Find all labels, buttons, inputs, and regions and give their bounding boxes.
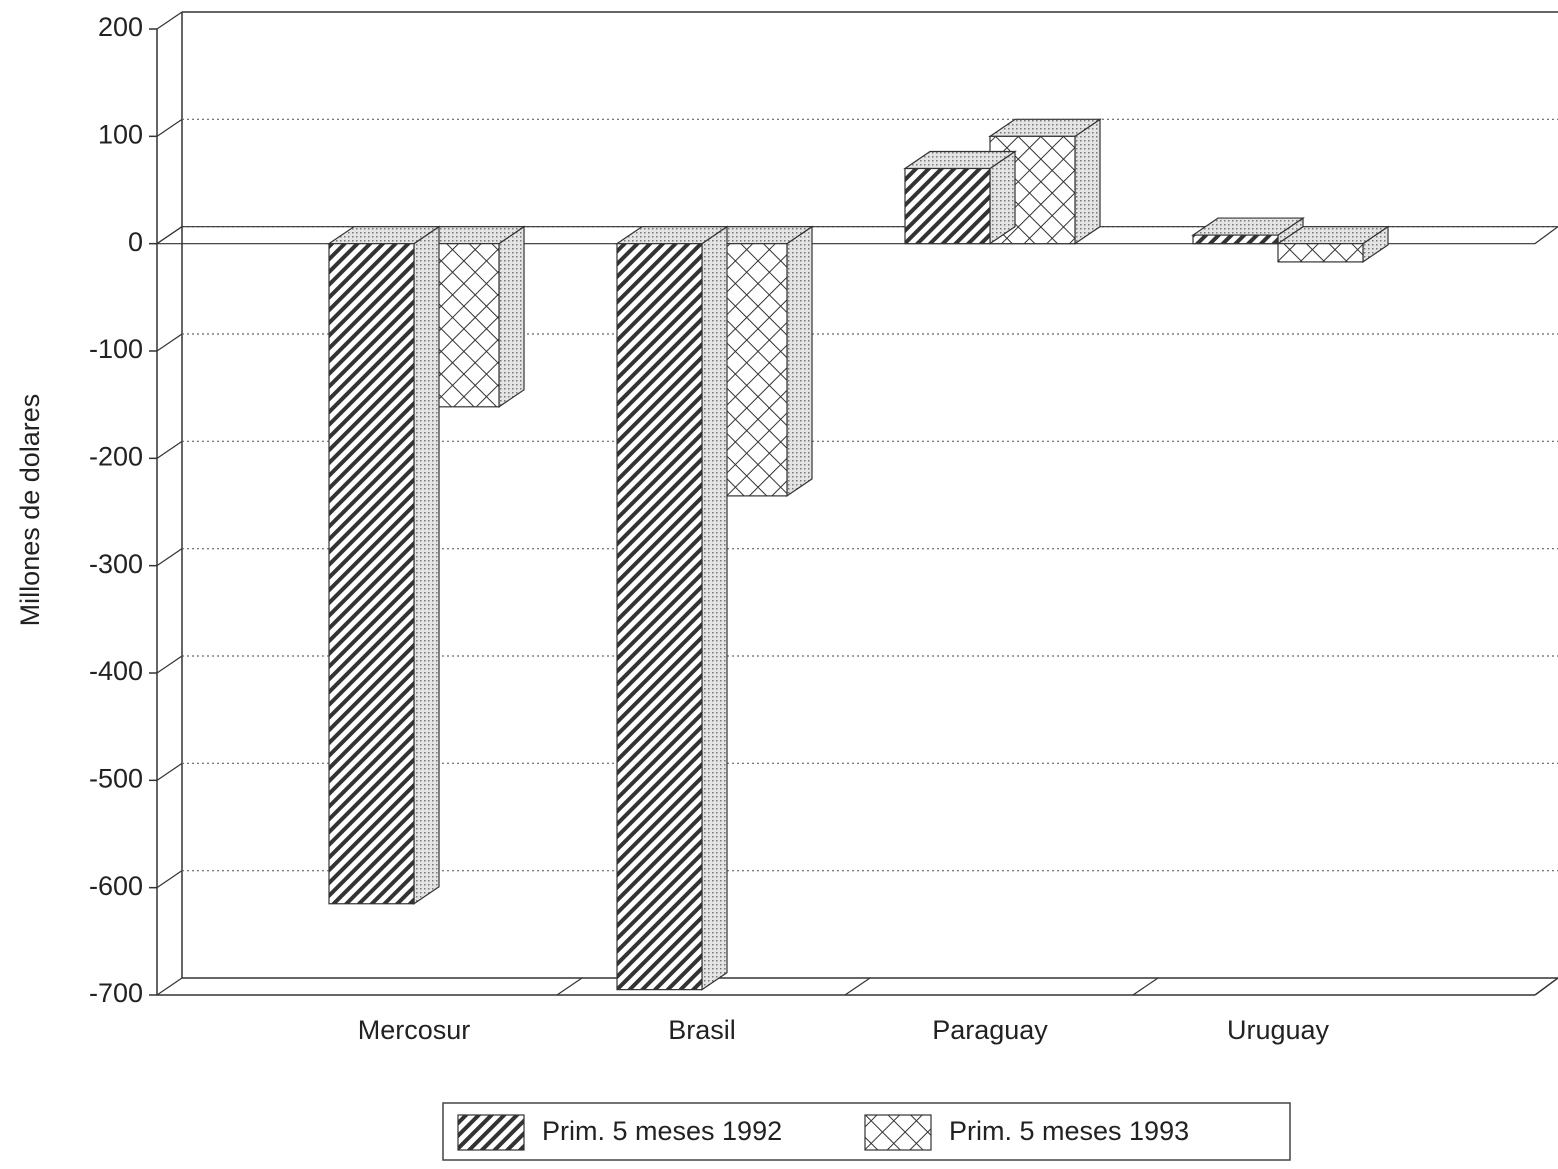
bar-side — [786, 225, 813, 498]
bar — [616, 243, 703, 991]
bar — [1192, 234, 1279, 245]
legend-swatch — [457, 1114, 525, 1151]
y-tick-label: -600 — [89, 871, 143, 901]
category-divider — [1132, 977, 1159, 996]
x-tick-label: Mercosur — [358, 1015, 471, 1045]
bar — [1277, 243, 1364, 263]
category-divider — [844, 977, 871, 996]
y-tick-label: 200 — [98, 12, 143, 42]
bar-side — [498, 225, 525, 408]
y-tick-label: -100 — [89, 334, 143, 364]
bar — [328, 243, 415, 905]
tick-diag — [156, 655, 183, 674]
tick-diag — [156, 548, 183, 567]
y-tick-label: -700 — [89, 978, 143, 1008]
legend-swatch — [864, 1114, 932, 1151]
y-tick-label: 100 — [98, 119, 143, 149]
floor-right — [1534, 977, 1558, 996]
bar-side — [413, 225, 440, 905]
tick-diag — [156, 11, 183, 30]
tick-diag — [156, 762, 183, 781]
tick-diag — [156, 977, 183, 996]
bar-side — [701, 225, 728, 991]
tick-diag — [156, 333, 183, 352]
y-tick-label: -200 — [89, 441, 143, 471]
x-tick-label: Uruguay — [1227, 1015, 1330, 1045]
y-tick-label: -500 — [89, 763, 143, 793]
bar-side — [1074, 118, 1101, 245]
x-tick-label: Brasil — [668, 1015, 736, 1045]
legend-label: Prim. 5 meses 1992 — [542, 1116, 782, 1146]
tick-diag — [156, 118, 183, 137]
y-axis-label: Millones de dolares — [15, 394, 45, 627]
x-tick-label: Paraguay — [932, 1015, 1048, 1045]
y-tick-label: 0 — [128, 227, 143, 257]
legend-label: Prim. 5 meses 1993 — [949, 1116, 1189, 1146]
tick-diag — [156, 440, 183, 459]
tick-diag — [156, 870, 183, 889]
y-tick-label: -400 — [89, 656, 143, 686]
y-tick-label: -300 — [89, 549, 143, 579]
category-divider — [556, 977, 583, 996]
bar — [904, 167, 991, 245]
